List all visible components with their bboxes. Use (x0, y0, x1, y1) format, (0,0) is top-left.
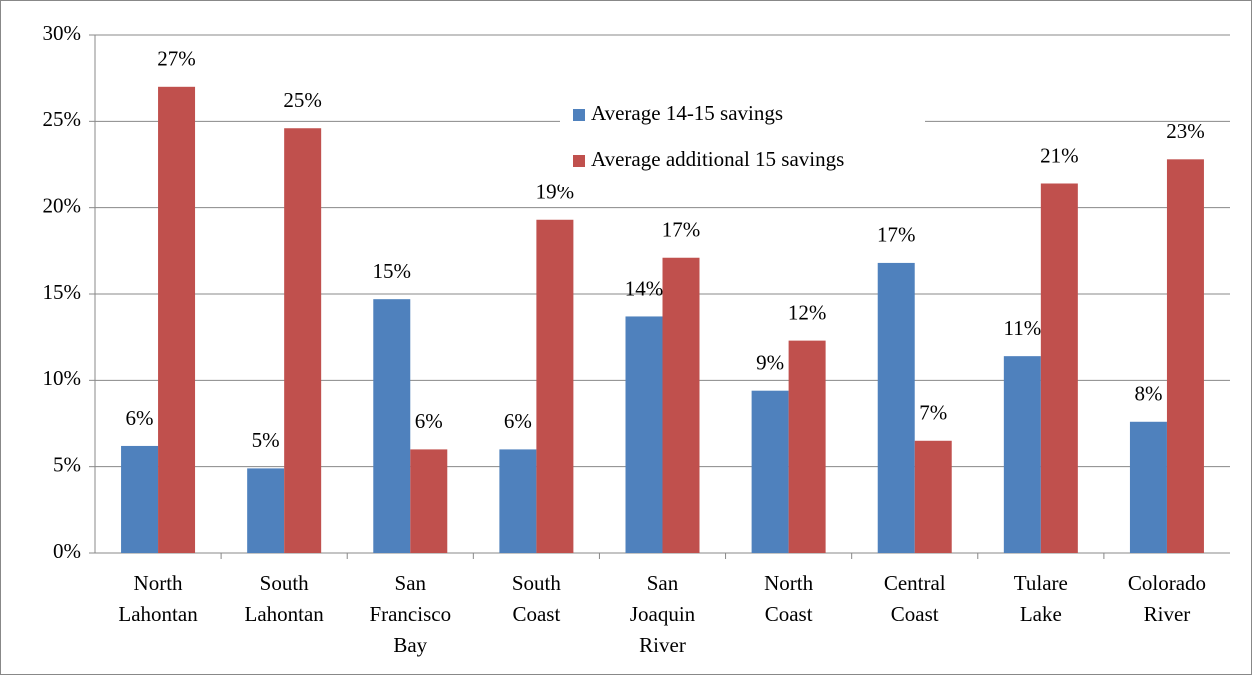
x-tick-label: River (639, 633, 686, 657)
bar (410, 449, 448, 553)
value-label: 5% (252, 428, 280, 452)
bar (662, 257, 700, 553)
bar (1040, 183, 1078, 553)
bar (788, 340, 826, 553)
y-tick-label: 10% (43, 366, 82, 390)
bar (284, 128, 322, 554)
bar (373, 299, 411, 553)
value-label: 23% (1166, 119, 1205, 143)
legend-label: Average 14-15 savings (591, 101, 783, 125)
value-label: 6% (415, 409, 443, 433)
legend-swatch (573, 109, 585, 121)
x-tick-label: Francisco (369, 602, 451, 626)
bar (1129, 421, 1167, 553)
x-tick-label: River (1144, 602, 1191, 626)
value-label: 6% (504, 409, 532, 433)
bar (1003, 356, 1041, 553)
y-tick-label: 5% (53, 452, 81, 476)
value-label: 21% (1040, 143, 1079, 167)
x-tick-label: North (764, 571, 813, 595)
x-tick-label: San (647, 571, 679, 595)
x-tick-label: North (134, 571, 183, 595)
value-label: 25% (283, 88, 322, 112)
x-tick-label: Bay (393, 633, 427, 657)
bar (751, 390, 789, 553)
value-label: 14% (625, 276, 664, 300)
value-label: 27% (157, 47, 196, 71)
x-tick-label: Lahontan (245, 602, 325, 626)
x-tick-label: Central (884, 571, 946, 595)
bar (1166, 159, 1204, 553)
legend-label: Average additional 15 savings (591, 147, 844, 171)
value-label: 11% (1003, 316, 1041, 340)
value-label: 12% (788, 300, 827, 324)
y-tick-label: 15% (43, 280, 82, 304)
x-tick-label: Coast (512, 602, 560, 626)
y-tick-label: 25% (43, 107, 82, 131)
x-tick-label: Joaquin (630, 602, 696, 626)
x-tick-label: Lahontan (118, 602, 198, 626)
legend: Average 14-15 savings Average additional … (560, 95, 925, 187)
bar (914, 440, 952, 553)
x-tick-label: Coast (891, 602, 939, 626)
value-label: 8% (1134, 382, 1162, 406)
y-tick-label: 30% (43, 21, 82, 45)
value-label: 7% (919, 401, 947, 425)
y-tick-label: 20% (43, 193, 82, 217)
value-label: 6% (126, 406, 154, 430)
bar (158, 86, 196, 554)
bar (625, 316, 663, 553)
x-tick-label: South (260, 571, 310, 595)
bar (121, 445, 159, 553)
value-label: 9% (756, 351, 784, 375)
x-tick-label: South (512, 571, 562, 595)
x-tick-label: Lake (1020, 602, 1062, 626)
x-tick-label: Tulare (1014, 571, 1068, 595)
bar (536, 219, 574, 553)
value-label: 17% (662, 218, 701, 242)
value-label: 15% (373, 259, 412, 283)
legend-box (560, 95, 925, 187)
x-tick-label: Colorado (1128, 571, 1206, 595)
x-tick-label: San (395, 571, 427, 595)
value-label: 17% (877, 223, 916, 247)
x-tick-label: Coast (765, 602, 813, 626)
y-tick-label: 0% (53, 539, 81, 563)
bar (499, 449, 537, 553)
bar (247, 468, 285, 553)
bar (877, 262, 915, 553)
legend-swatch (573, 155, 585, 167)
